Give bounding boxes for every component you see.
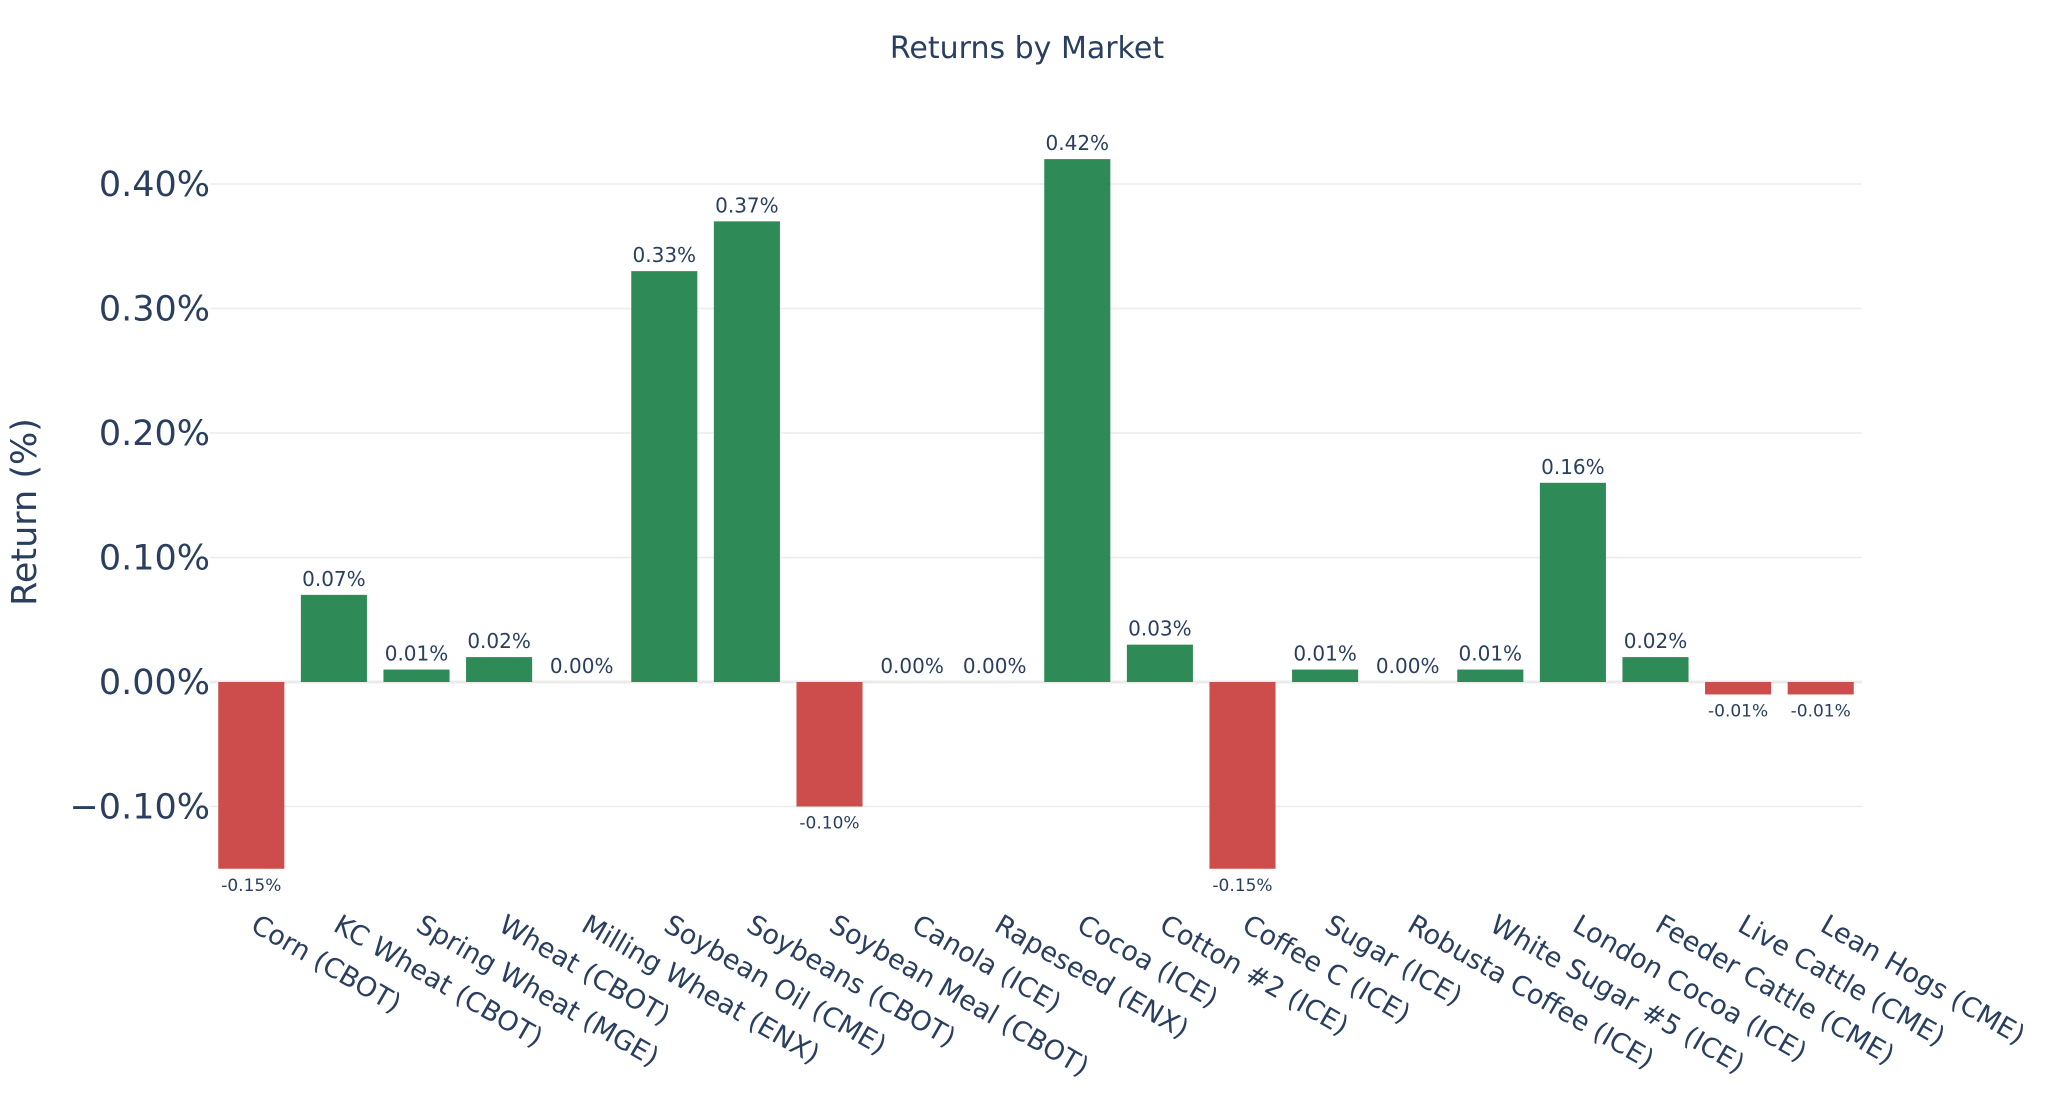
x-axis-ticks: Corn (CBOT)KC Wheat (CBOT)Spring Wheat (… <box>246 909 2030 1083</box>
bar <box>1622 657 1689 682</box>
bar <box>1044 159 1111 683</box>
data-label: 0.07% <box>302 567 366 591</box>
bar <box>713 221 780 682</box>
y-tick-label: 0.40% <box>99 165 210 205</box>
data-label: -0.15% <box>1212 876 1272 896</box>
y-tick-label: 0.30% <box>99 290 210 330</box>
data-label: -0.01% <box>1791 701 1851 721</box>
bar <box>383 669 450 682</box>
data-label: 0.33% <box>633 243 697 267</box>
data-label: 0.42% <box>1046 131 1110 155</box>
bar <box>1209 682 1276 869</box>
bar <box>631 271 698 682</box>
bar <box>466 657 533 682</box>
data-label: 0.01% <box>1459 642 1523 666</box>
data-label: -0.01% <box>1708 701 1768 721</box>
bar <box>1705 682 1772 695</box>
bar <box>1292 669 1359 682</box>
bar <box>796 682 863 807</box>
y-tick-label: 0.00% <box>99 663 210 703</box>
y-tick-label: 0.20% <box>99 414 210 454</box>
y-axis-ticks: −0.10% 0.00% 0.10% 0.20% 0.30% 0.40% <box>69 165 210 828</box>
y-tick-label: 0.10% <box>99 539 210 579</box>
chart-title: Returns by Market <box>890 31 1164 66</box>
bar <box>1539 482 1606 682</box>
gridlines <box>210 183 1862 808</box>
data-label: 0.02% <box>1624 629 1688 653</box>
y-tick-label: −0.10% <box>69 788 210 828</box>
y-axis-label: Return (%) <box>5 418 45 606</box>
data-label: 0.00% <box>880 654 944 678</box>
bar <box>1457 669 1524 682</box>
data-label: 0.01% <box>1293 642 1357 666</box>
data-labels: -0.15% 0.07% 0.01% 0.02% 0.00% 0.33% 0.37% -0.1… <box>221 131 1851 896</box>
data-label: 0.01% <box>385 642 449 666</box>
data-label: -0.15% <box>221 876 281 896</box>
data-label: 0.37% <box>715 193 779 217</box>
data-label: 0.16% <box>1541 455 1605 479</box>
data-label: 0.02% <box>467 629 531 653</box>
data-label: 0.00% <box>963 654 1027 678</box>
bar <box>1787 682 1854 695</box>
data-label: 0.03% <box>1128 617 1192 641</box>
bars <box>218 159 1854 869</box>
bar <box>218 682 285 869</box>
data-label: -0.10% <box>799 814 859 834</box>
bar <box>1126 644 1193 682</box>
data-label: 0.00% <box>550 654 614 678</box>
bar <box>300 594 367 682</box>
data-label: 0.00% <box>1376 654 1440 678</box>
